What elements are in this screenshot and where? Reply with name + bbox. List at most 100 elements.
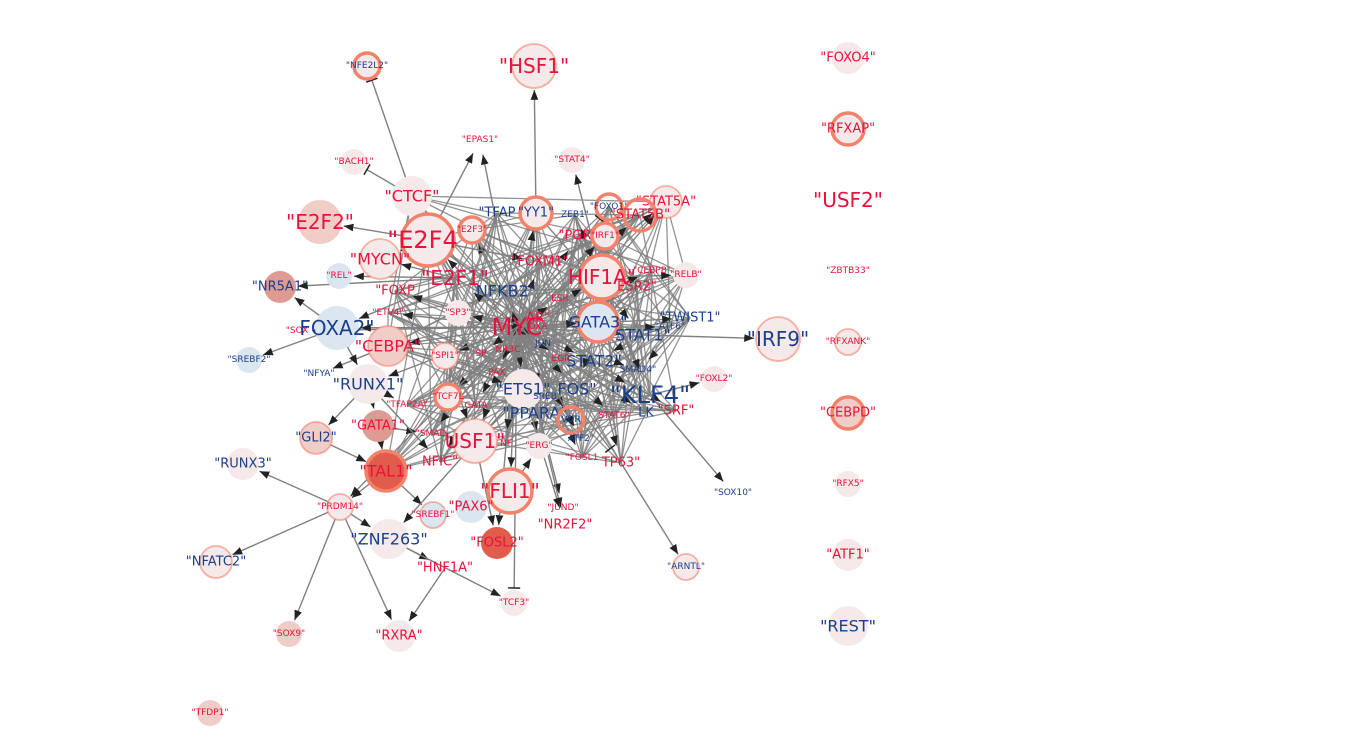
node-relb[interactable]: "RELB" (670, 262, 702, 288)
node-srf[interactable]: "SRF" (658, 404, 695, 419)
node-gata2[interactable]: GATA (464, 401, 488, 411)
node-irf9[interactable]: "IRF9" (747, 316, 809, 362)
node-sreb[interactable]: SREB (533, 392, 557, 402)
node-stat6[interactable]: STAT6" (598, 411, 629, 421)
node-foxo1[interactable]: "FOXO1" (590, 192, 628, 222)
node-stat2[interactable]: STAT2" (566, 352, 622, 371)
node-ets1[interactable]: "ETS1" (496, 369, 551, 409)
node-e2f4[interactable]: "E2F4" (387, 212, 469, 268)
node-tcf3[interactable]: "TCF3" (499, 590, 529, 616)
node-foxp[interactable]: "FOXP (375, 284, 415, 299)
node-yy1[interactable]: "YY1" (518, 195, 554, 231)
node-sox10[interactable]: "SOX10" (714, 488, 752, 498)
node-stat5b[interactable]: "STAT5B" (610, 197, 670, 233)
node-nfatc2[interactable]: "NFATC2" (186, 545, 246, 579)
node-spi1[interactable]: "SPI1" (431, 342, 459, 370)
node-hif1a[interactable]: HIF1A" (568, 253, 636, 301)
node-ctcf[interactable]: "CTCF" (384, 176, 440, 216)
node-stat1[interactable]: STAT1" (615, 326, 671, 345)
node-arntl[interactable]: "ARNTL" (667, 553, 705, 581)
node-cebpd[interactable]: "CEBPD" (820, 395, 876, 431)
node-nr3c[interactable]: NR3C (496, 345, 521, 355)
node-cebpa[interactable]: "CEBPA" (355, 325, 422, 367)
node-fli1[interactable]: "FLI1" (480, 467, 540, 515)
node-fosl1[interactable]: "FOSL1 (566, 453, 599, 463)
node-esr1[interactable]: ESR (551, 294, 569, 304)
node-nfic[interactable]: NFIC" (422, 455, 458, 470)
node-klf4[interactable]: "KLF4" (610, 381, 690, 409)
node-myc[interactable]: MYC (492, 313, 543, 341)
node-rfx5[interactable]: "RFX5" (832, 471, 864, 497)
node-nfkb2[interactable]: NFKB2" (476, 282, 536, 301)
node-tcf7l[interactable]: "TCF7L (432, 382, 464, 412)
node-jund[interactable]: "JUND" (547, 503, 578, 513)
node-fos[interactable]: FOS" (557, 380, 596, 399)
node-foxa2[interactable]: FOXA2" (299, 306, 375, 350)
node-cebpb[interactable]: "CEBPB" (633, 266, 671, 276)
node-jun[interactable]: JUN (534, 339, 551, 349)
node-gli2[interactable]: "GLI2" (295, 421, 337, 455)
node-sox9[interactable]: "SOX9" (273, 621, 305, 647)
node-pax[interactable]: PAX (488, 368, 505, 378)
node-irf1[interactable]: "IRF1" (590, 221, 620, 251)
node-etv4[interactable]: "ETV4" (372, 308, 403, 318)
node-atf6[interactable]: "ATF6" (655, 322, 685, 332)
node-znf263[interactable]: "ZNF263" (350, 519, 428, 559)
node-esr2[interactable]: ESR2" (617, 280, 657, 295)
node-foxo4[interactable]: "FOXO4" (820, 42, 876, 74)
node-runx3[interactable]: "RUNX3" (214, 448, 272, 480)
node-bach1[interactable]: "BACH1" (334, 149, 374, 175)
node-rfxap[interactable]: "RFXAP" (821, 111, 875, 147)
node-foxl2[interactable]: "FOXL2" (696, 366, 733, 392)
node-nfe2l2[interactable]: "NFE2L2" (346, 51, 388, 81)
node-sp1[interactable]: SP (475, 349, 487, 359)
node-tfap[interactable]: "TFAP (479, 206, 516, 221)
node-usf2[interactable]: "USF2" (813, 188, 883, 212)
node-srebf1[interactable]: "SREBF1" (411, 501, 455, 529)
node-gata1[interactable]: "GATA1" (351, 410, 405, 442)
node-fosl2[interactable]: "FOSL2" (470, 527, 524, 559)
node-epas1[interactable]: "EPAS1" (462, 135, 498, 145)
node-erg[interactable]: "ERG" (525, 433, 553, 459)
node-hnf1a[interactable]: "HNF1A" (417, 561, 473, 576)
node-usf1[interactable]: USF1" (445, 418, 506, 464)
node-sox[interactable]: "SOX (286, 326, 309, 336)
node-ar[interactable]: AR" (526, 311, 550, 326)
node-nr2f2[interactable]: "NR2F2" (538, 518, 593, 533)
node-atf2[interactable]: ATF2" (568, 434, 594, 444)
node-hsf1[interactable]: "HSF1" (499, 43, 569, 89)
node-smad[interactable]: "SMAD (416, 429, 447, 439)
node-nf[interactable]: NF (500, 439, 512, 449)
node-foxa[interactable]: OXA (529, 322, 549, 332)
node-rel[interactable]: "REL" (326, 263, 352, 289)
node-atf1[interactable]: "ATF1" (826, 539, 870, 571)
node-foxm1[interactable]: "FOXM1" (511, 255, 568, 270)
node-srebf2[interactable]: "SREBF2" (227, 347, 271, 373)
node-e2f1[interactable]: "E2F1" (421, 266, 489, 290)
node-tal1[interactable]: "TAL1" (359, 449, 413, 493)
node-e2f2[interactable]: "E2F2" (286, 200, 354, 244)
node-rxra[interactable]: "RXRA" (375, 620, 423, 652)
node-ppara[interactable]: "PPARA" (502, 404, 567, 423)
node-mycn[interactable]: "MYCN" (350, 238, 411, 280)
node-runx1[interactable]: "RUNX1" (333, 364, 404, 404)
node-e2f3[interactable]: "E2F3" (457, 215, 488, 245)
node-stat4[interactable]: "STAT4" (554, 147, 590, 173)
node-tp63[interactable]: TP63" (601, 456, 640, 471)
node-prdm14[interactable]: "PRDM14" (317, 493, 363, 521)
node-zeb1[interactable]: ZEB1" (561, 210, 589, 220)
node-pax6[interactable]: "PAX6" (448, 491, 494, 523)
node-egr[interactable]: EGR (552, 354, 571, 364)
node-zbtb33[interactable]: "ZBTB33" (826, 266, 870, 276)
node-vdr[interactable]: VDR (556, 405, 586, 435)
node-lk[interactable]: LK (638, 406, 654, 421)
node-tfdp1[interactable]: "TFDP1" (191, 700, 229, 726)
node-rest[interactable]: "REST" (820, 606, 876, 646)
node-gata3[interactable]: GATA3" (568, 300, 628, 344)
node-rfxank[interactable]: "RFXANK" (826, 328, 871, 356)
node-tfap2a[interactable]: "TFAP2A" (386, 400, 428, 410)
node-smad4[interactable]: SMAD4" (620, 365, 656, 375)
node-nr5a1[interactable]: "NR5A1" (252, 271, 308, 303)
node-sp3[interactable]: "SP3" (445, 300, 471, 326)
node-twist1[interactable]: "TWIST1" (659, 311, 720, 326)
